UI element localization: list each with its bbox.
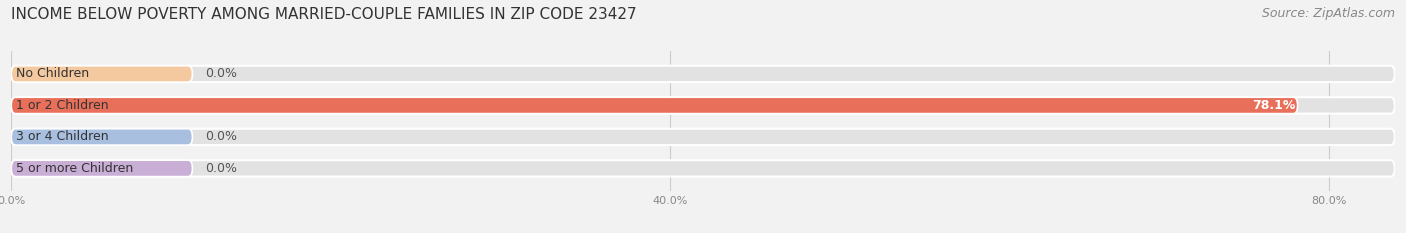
FancyBboxPatch shape [11,160,193,177]
FancyBboxPatch shape [11,66,193,82]
FancyBboxPatch shape [11,97,1395,114]
Text: 0.0%: 0.0% [205,162,238,175]
Text: INCOME BELOW POVERTY AMONG MARRIED-COUPLE FAMILIES IN ZIP CODE 23427: INCOME BELOW POVERTY AMONG MARRIED-COUPL… [11,7,637,22]
Text: 0.0%: 0.0% [205,130,238,143]
Text: 1 or 2 Children: 1 or 2 Children [17,99,110,112]
Text: 0.0%: 0.0% [205,67,238,80]
Text: 5 or more Children: 5 or more Children [17,162,134,175]
FancyBboxPatch shape [11,129,1395,145]
FancyBboxPatch shape [11,97,1298,114]
FancyBboxPatch shape [11,66,1395,82]
FancyBboxPatch shape [11,160,1395,177]
Text: 78.1%: 78.1% [1253,99,1295,112]
FancyBboxPatch shape [11,129,193,145]
Text: No Children: No Children [17,67,90,80]
Text: 3 or 4 Children: 3 or 4 Children [17,130,110,143]
Text: Source: ZipAtlas.com: Source: ZipAtlas.com [1261,7,1395,20]
